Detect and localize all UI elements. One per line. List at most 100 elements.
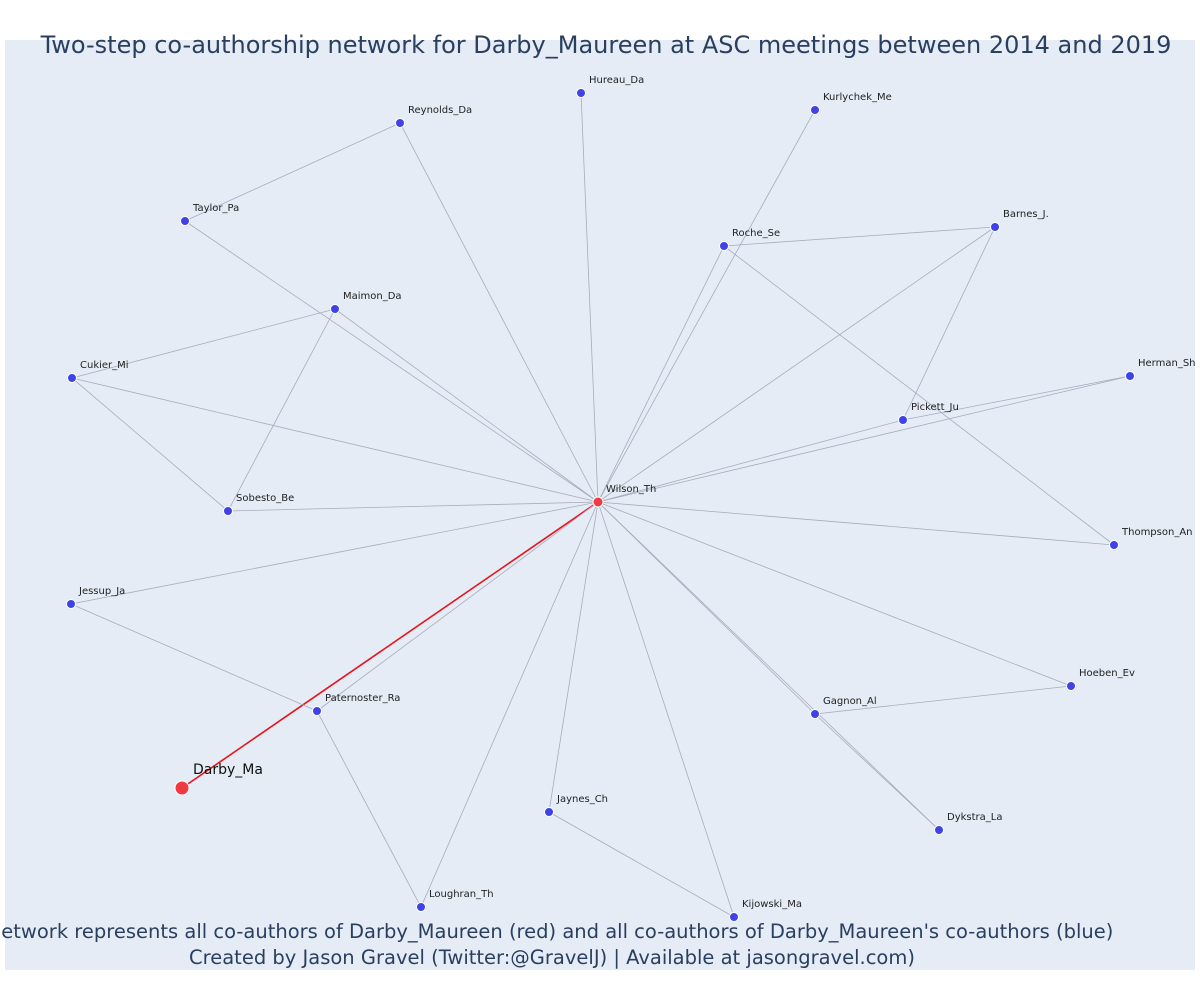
node-marker[interactable] [898,415,908,425]
node-label: Darby_Ma [193,762,263,778]
node-label: Dykstra_La [947,812,1002,823]
edge [316,710,422,908]
node-marker[interactable] [990,222,1000,232]
node-cukier-mi[interactable]: Cukier_Mi [67,360,129,383]
node-marker[interactable] [934,825,944,835]
edge [597,501,940,831]
node-marker[interactable] [312,706,322,716]
node-paternoster-ra[interactable]: Paternoster_Ra [312,693,401,716]
node-wilson-th[interactable]: Wilson_Th [592,484,656,508]
edge [902,375,1131,421]
edge [420,501,599,908]
node-marker[interactable] [1125,371,1135,381]
node-label: Hureau_Da [589,75,644,86]
node-jessup-ja[interactable]: Jessup_Ja [66,586,126,609]
node-marker[interactable] [180,216,190,226]
node-pickett-ju[interactable]: Pickett_Ju [898,402,959,425]
node-marker[interactable] [1109,540,1119,550]
node-kurlychek-me[interactable]: Kurlychek_Me [810,92,892,115]
node-marker[interactable] [416,902,426,912]
node-sobesto-be[interactable]: Sobesto_Be [223,493,295,516]
node-marker[interactable] [729,912,739,922]
node-gagnon-al[interactable]: Gagnon_Al [810,696,877,719]
node-marker[interactable] [810,709,820,719]
node-label: Sobesto_Be [236,493,294,504]
edge [597,501,735,918]
edge [814,713,940,831]
node-label: Reynolds_Da [408,105,472,116]
node-label: Jaynes_Ch [556,794,608,805]
node-label: Kurlychek_Me [823,92,892,103]
edge [184,220,599,503]
caption-line-1: Network represents all co-authors of Dar… [0,920,1113,943]
edge [184,122,401,222]
node-loughran-th[interactable]: Loughran_Th [416,889,494,912]
edge [580,92,599,503]
edge [597,245,725,503]
edges-layer [70,92,1131,918]
node-label: Taylor_Pa [192,203,239,214]
node-roche-se[interactable]: Roche_Se [719,228,781,251]
node-darby-ma[interactable]: Darby_Ma [174,762,263,796]
node-maimon-da[interactable]: Maimon_Da [330,291,402,314]
edge [814,685,1072,715]
edge [548,501,599,813]
edge [399,122,599,503]
edge [316,501,599,712]
edge [723,226,996,247]
node-thompson-an[interactable]: Thompson_An [1109,527,1193,550]
node-label: Cukier_Mi [80,360,129,371]
node-label: Pickett_Ju [911,402,959,413]
edge [597,501,1115,546]
nodes-layer: Darby_Ma Wilson_Th Hureau_Da Kurlychek_Me Re… [66,75,1196,922]
node-jaynes-ch[interactable]: Jaynes_Ch [544,794,609,817]
node-marker[interactable] [810,105,820,115]
node-marker[interactable] [544,807,554,817]
edge [227,501,599,512]
node-marker[interactable] [592,496,604,508]
edge [70,603,318,712]
edge [597,226,996,503]
node-dykstra-la[interactable]: Dykstra_La [934,812,1003,835]
node-herman-sh[interactable]: Herman_Sh [1125,358,1196,381]
node-label: Thompson_An [1121,527,1193,538]
node-reynolds-da[interactable]: Reynolds_Da [395,105,473,128]
edge [723,245,1115,546]
node-marker[interactable] [719,241,729,251]
node-label: Maimon_Da [343,291,402,302]
node-marker[interactable] [223,506,233,516]
edge [597,501,1072,687]
node-taylor-pa[interactable]: Taylor_Pa [180,203,240,226]
node-marker[interactable] [67,373,77,383]
caption-line-2: Created by Jason Gravel (Twitter:@Gravel… [189,946,915,969]
edge [71,377,229,512]
node-label: Loughran_Th [429,889,494,900]
node-label: Barnes_J. [1003,209,1049,220]
node-marker[interactable] [66,599,76,609]
diagram-title: Two-step co-authorship network for Darby… [40,31,1172,59]
edge [71,308,336,379]
node-marker[interactable] [1066,681,1076,691]
node-marker[interactable] [395,118,405,128]
edge [902,226,996,421]
node-hoeben-ev[interactable]: Hoeben_Ev [1066,668,1135,691]
node-marker[interactable] [330,304,340,314]
edge [597,375,1131,503]
node-hureau-da[interactable]: Hureau_Da [576,75,645,98]
node-marker[interactable] [576,88,586,98]
node-label: Jessup_Ja [78,586,125,597]
edge-focal [181,501,599,789]
node-label: Kijowski_Ma [742,899,802,910]
edge [70,501,599,605]
edge [334,308,599,503]
node-barnes-j-[interactable]: Barnes_J. [990,209,1049,232]
edge [227,308,336,512]
edge [71,377,599,503]
node-label: Hoeben_Ev [1079,668,1135,679]
node-label: Herman_Sh [1138,358,1196,369]
edge [597,419,904,503]
node-label: Roche_Se [732,228,780,239]
node-kijowski-ma[interactable]: Kijowski_Ma [729,899,802,922]
focal-node-marker[interactable] [174,780,190,796]
